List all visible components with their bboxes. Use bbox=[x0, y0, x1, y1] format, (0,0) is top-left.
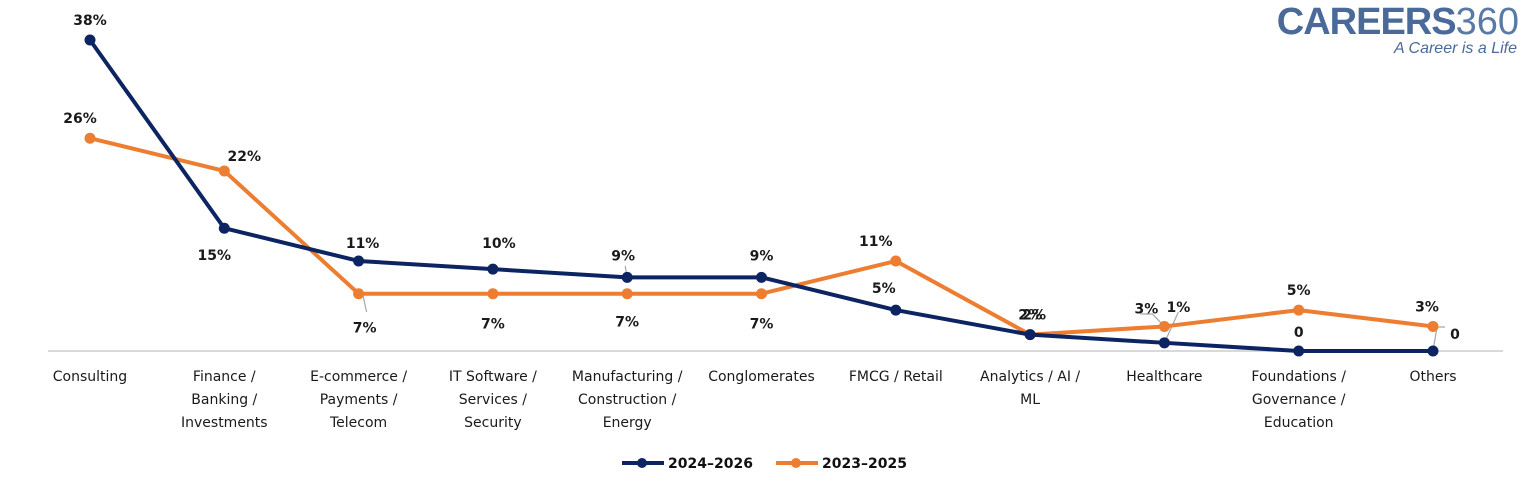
data-label-1-6: 11% bbox=[859, 234, 893, 250]
data-label-1-0: 26% bbox=[63, 111, 97, 127]
legend-label: 2023–2025 bbox=[822, 456, 907, 472]
series-1-point bbox=[487, 288, 499, 300]
legend: 2024–2026 2023–2025 bbox=[622, 456, 907, 472]
category-label-line: Governance / bbox=[1252, 392, 1346, 408]
category-label-line: Banking / bbox=[191, 392, 257, 408]
series-0-point bbox=[1158, 337, 1170, 349]
series-0-point bbox=[218, 222, 230, 234]
series-1-point bbox=[1293, 304, 1305, 316]
category-label-line: Education bbox=[1264, 415, 1334, 431]
legend-label: 2024–2026 bbox=[668, 456, 753, 472]
series-1-point bbox=[1427, 320, 1439, 332]
category-label-line: Finance / bbox=[193, 369, 256, 385]
category-label: IT Software / Services / Security bbox=[449, 369, 537, 431]
data-label-1-8: 3% bbox=[1135, 301, 1159, 317]
category-label-line: Consulting bbox=[53, 369, 127, 385]
series-0-point bbox=[1024, 329, 1036, 341]
category-label: Finance / Banking / Investments bbox=[181, 369, 268, 431]
data-label-0-8: 1% bbox=[1167, 300, 1191, 316]
category-label: Consulting bbox=[53, 369, 127, 385]
series-1-point bbox=[621, 288, 633, 300]
data-label-0-4: 9% bbox=[611, 248, 635, 264]
logo-brand-text: CAREERS bbox=[1276, 1, 1457, 43]
legend-marker-icon bbox=[637, 458, 647, 468]
series-line-1 bbox=[88, 136, 1435, 337]
category-label-line: Construction / bbox=[578, 392, 677, 408]
data-label-0-9: 0 bbox=[1294, 325, 1304, 341]
series-0-point bbox=[1293, 345, 1305, 357]
series-1-point bbox=[1158, 320, 1170, 332]
legend-marker-icon bbox=[791, 458, 801, 468]
data-label-1-3: 7% bbox=[481, 317, 505, 333]
data-label-0-5: 9% bbox=[750, 248, 774, 264]
category-label: Foundations / Governance / Education bbox=[1251, 369, 1346, 431]
category-label-line: IT Software / bbox=[449, 369, 537, 385]
data-label-1-4: 7% bbox=[615, 315, 639, 331]
category-label-line: Conglomerates bbox=[708, 369, 815, 385]
data-label-1-5: 7% bbox=[750, 317, 774, 333]
category-label-line: ML bbox=[1020, 392, 1040, 408]
category-label: FMCG / Retail bbox=[849, 369, 943, 385]
series-1-point bbox=[756, 288, 767, 300]
series-0-point bbox=[890, 304, 902, 316]
category-label-line: Foundations / bbox=[1251, 369, 1346, 385]
data-label-1-1: 22% bbox=[228, 149, 262, 165]
data-label-0-2: 11% bbox=[346, 236, 380, 252]
series-1-point bbox=[353, 288, 365, 300]
logo-tagline: A Career is a Life bbox=[1393, 40, 1517, 57]
category-label: Others bbox=[1409, 369, 1456, 385]
series-0-point bbox=[621, 271, 633, 283]
category-label: E-commerce / Payments / Telecom bbox=[310, 369, 407, 431]
data-label-0-7: 2% bbox=[1022, 308, 1046, 324]
series-0-point bbox=[353, 255, 365, 267]
leader-line bbox=[362, 293, 368, 313]
series-1-point bbox=[84, 132, 96, 144]
data-label-0-10: 0 bbox=[1450, 327, 1460, 343]
series-line-0 bbox=[88, 38, 1435, 353]
logo-brand-number: 360 bbox=[1455, 1, 1519, 43]
logo-brand: CAREERS360 bbox=[1277, 2, 1519, 42]
data-label-1-2: 7% bbox=[353, 321, 377, 337]
series-1-point bbox=[890, 255, 902, 267]
series-0-point bbox=[756, 271, 767, 283]
category-label-line: Energy bbox=[603, 415, 652, 431]
legend-item-1: 2023–2025 bbox=[776, 456, 907, 472]
category-label-line: Healthcare bbox=[1126, 369, 1202, 385]
data-label-0-1: 15% bbox=[198, 248, 232, 264]
series-0-point bbox=[1427, 345, 1439, 357]
category-label: Healthcare bbox=[1126, 369, 1202, 385]
category-label-line: Investments bbox=[181, 415, 268, 431]
data-label-1-10: 3% bbox=[1415, 299, 1439, 315]
leader-line bbox=[1140, 313, 1165, 327]
category-label: Analytics / AI / ML bbox=[980, 369, 1080, 408]
category-label-line: E-commerce / bbox=[310, 369, 407, 385]
category-label-line: Others bbox=[1409, 369, 1456, 385]
category-label-line: Analytics / AI / bbox=[980, 369, 1080, 385]
category-label: Conglomerates bbox=[708, 369, 815, 385]
category-label-line: Telecom bbox=[329, 415, 387, 431]
category-label-line: FMCG / Retail bbox=[849, 369, 943, 385]
category-label-line: Payments / bbox=[320, 392, 398, 408]
category-label-line: Security bbox=[464, 415, 522, 431]
series-0-point bbox=[487, 263, 499, 275]
careers360-logo: CAREERS360 A Career is a Life bbox=[1277, 2, 1519, 58]
category-label-line: Manufacturing / bbox=[572, 369, 683, 385]
legend-item-0: 2024–2026 bbox=[622, 456, 753, 472]
data-label-1-7: 2% bbox=[1018, 308, 1042, 324]
data-label-0-0: 38% bbox=[73, 13, 107, 29]
data-label-0-3: 10% bbox=[482, 236, 516, 252]
series-1-point bbox=[218, 165, 230, 177]
category-label: Manufacturing / Construction / Energy bbox=[572, 369, 683, 431]
category-label-line: Services / bbox=[459, 392, 527, 408]
series-0-point bbox=[84, 34, 96, 46]
data-label-1-9: 5% bbox=[1287, 283, 1311, 299]
data-label-0-6: 5% bbox=[872, 281, 896, 297]
